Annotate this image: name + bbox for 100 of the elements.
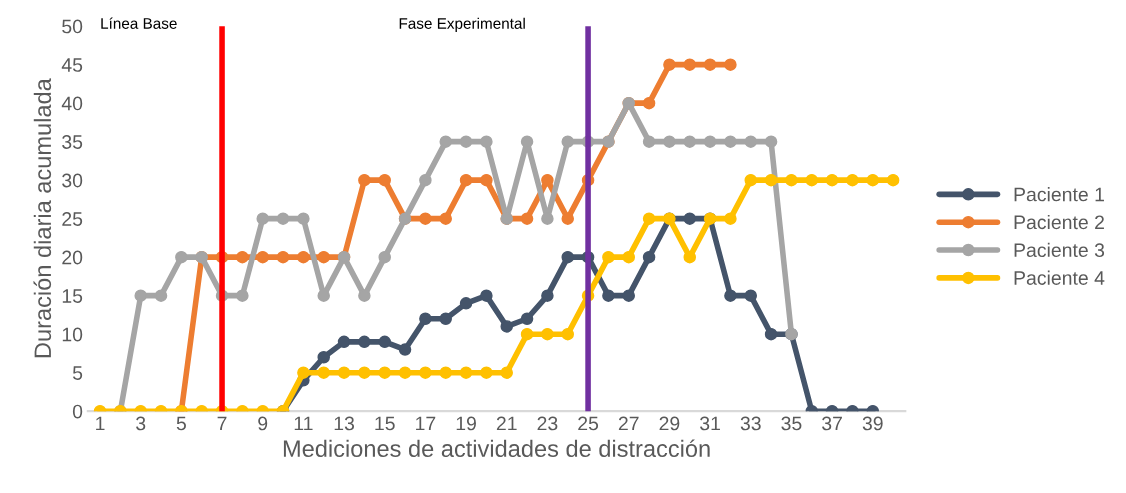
point	[541, 327, 554, 341]
x-tick-label: 3	[136, 416, 146, 431]
point	[276, 250, 290, 264]
point	[622, 289, 635, 302]
legend-label: Paciente 2	[1014, 214, 1104, 230]
point	[561, 212, 574, 225]
point	[520, 135, 534, 148]
x-tick-label: 17	[416, 416, 436, 431]
point	[642, 212, 656, 225]
x-tick-label: 31	[700, 416, 720, 431]
point	[622, 250, 635, 264]
point	[236, 250, 249, 264]
x-tick-label: 15	[375, 416, 395, 431]
point	[480, 366, 493, 379]
point	[419, 366, 432, 379]
y-axis-title: Duración diaria acumulada	[33, 78, 52, 358]
point	[378, 250, 391, 264]
point	[785, 173, 798, 187]
point	[480, 173, 493, 187]
point	[439, 366, 452, 379]
point	[520, 312, 534, 326]
point	[541, 173, 554, 187]
point	[825, 173, 839, 187]
point	[256, 250, 269, 264]
point	[358, 289, 371, 302]
point	[683, 58, 697, 71]
x-tick-label: 33	[740, 416, 761, 431]
point	[642, 135, 656, 148]
point	[561, 135, 574, 148]
point	[683, 212, 697, 225]
x-tick-label: 29	[659, 416, 680, 431]
x-tick-label: 25	[578, 416, 599, 431]
point	[846, 173, 859, 187]
point	[520, 212, 534, 225]
point	[764, 173, 778, 187]
y-tick-label: 50	[62, 19, 83, 34]
point	[358, 335, 371, 349]
point	[256, 212, 269, 225]
point	[378, 335, 391, 349]
point	[297, 212, 310, 225]
y-tick-label: 5	[72, 366, 83, 380]
point	[439, 135, 452, 148]
y-tick-label: 30	[62, 173, 83, 188]
x-tick-label: 27	[618, 416, 639, 431]
y-tick-label: 40	[61, 96, 83, 111]
point	[744, 289, 758, 302]
point	[724, 212, 737, 225]
point	[398, 343, 412, 356]
point	[459, 297, 473, 310]
legend-label: Paciente 3	[1014, 242, 1105, 258]
point	[764, 135, 778, 148]
point	[744, 173, 758, 187]
y-tick-label: 10	[62, 327, 83, 342]
point	[764, 327, 778, 341]
point	[886, 173, 900, 187]
point	[419, 212, 432, 225]
point	[724, 289, 737, 302]
point	[459, 366, 473, 379]
annotation: Fase Experimental	[399, 17, 525, 32]
annotation: Línea Base	[101, 17, 177, 29]
point	[276, 212, 290, 225]
point	[419, 173, 432, 187]
point	[378, 366, 391, 379]
point	[236, 289, 249, 302]
point	[439, 212, 452, 225]
point	[724, 135, 737, 148]
x-tick-label: 11	[294, 416, 313, 431]
point	[297, 250, 310, 264]
point	[663, 135, 676, 148]
point	[500, 366, 513, 379]
point	[642, 96, 656, 110]
point	[439, 312, 452, 326]
y-tick-label: 35	[62, 135, 83, 149]
x-tick-label: 37	[822, 416, 842, 431]
point	[602, 250, 615, 264]
y-tick-label: 20	[62, 250, 83, 265]
point	[419, 312, 432, 326]
point	[358, 173, 371, 187]
point	[866, 173, 880, 187]
point	[297, 366, 310, 379]
legend-label: Paciente 1	[1014, 187, 1104, 202]
point	[459, 173, 473, 187]
x-tick-label: 35	[781, 416, 802, 431]
point	[500, 320, 513, 333]
point	[663, 58, 676, 71]
point	[561, 327, 574, 341]
point	[561, 250, 574, 264]
point	[744, 135, 758, 148]
point	[358, 366, 371, 379]
x-tick-label: 7	[217, 416, 227, 431]
point	[317, 250, 330, 264]
point	[378, 173, 391, 187]
point	[703, 58, 717, 71]
point	[683, 135, 697, 148]
point	[337, 335, 351, 349]
point	[398, 366, 412, 379]
point	[459, 135, 473, 148]
point	[642, 250, 656, 264]
point	[805, 173, 819, 187]
y-tick-label: 25	[62, 212, 83, 226]
